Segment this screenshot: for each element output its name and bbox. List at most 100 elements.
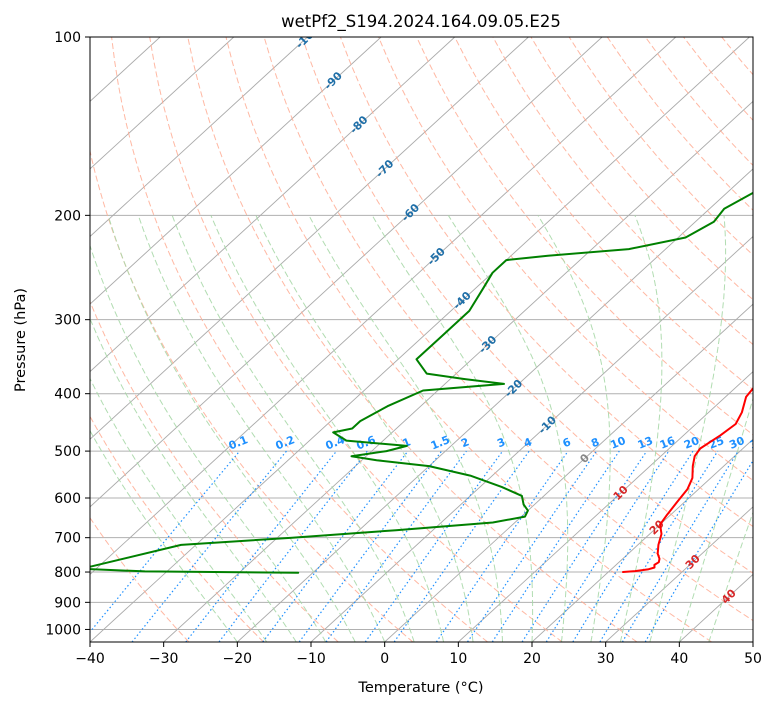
x-tick-label: −30 (149, 651, 179, 667)
moist-adiabat-line (210, 215, 445, 642)
moist-adiabat-line (171, 215, 415, 642)
x-tick-label: −20 (223, 651, 253, 667)
dry-adiabat-line (90, 300, 339, 642)
x-tick-label: −10 (296, 651, 326, 667)
y-tick-label: 800 (54, 565, 81, 581)
mixing-ratio-label: 2 (459, 435, 471, 450)
y-tick-label: 400 (54, 387, 81, 403)
mixing-ratio-label: 20 (682, 434, 701, 452)
temperature-profile-line (622, 386, 753, 573)
isotherm-line (605, 506, 753, 642)
background-lines (90, 37, 753, 642)
mixing-ratio-line (325, 450, 467, 642)
y-tick-label: 500 (54, 444, 81, 460)
moist-adiabat-line (308, 215, 503, 642)
dry-adiabat-line (90, 415, 264, 642)
isotherm-line (90, 37, 677, 576)
dry-adiabat-line (339, 37, 753, 528)
mixing-ratio-line (491, 450, 620, 642)
x-tick-label: 50 (744, 651, 762, 667)
mixing-ratio-line (599, 450, 719, 642)
mixing-ratio-labels: 0.10.20.40.611.52346810131620253036 (227, 433, 767, 452)
x-tick-label: 10 (449, 651, 467, 667)
mixing-ratio-label: 36 (748, 434, 767, 452)
x-tick-label: 20 (523, 651, 541, 667)
isotherm-line (90, 37, 750, 642)
mixing-ratio-label: 16 (658, 434, 677, 452)
mixing-ratio-label: 3 (495, 435, 507, 450)
moist-adiabat-line (90, 429, 238, 642)
chart-title: wetPf2_S194.2024.164.09.05.E25 (281, 12, 561, 32)
isotherm-line (310, 235, 753, 642)
y-tick-label: 700 (54, 531, 81, 547)
x-tick-label: −40 (75, 651, 105, 667)
y-tick-label: 1000 (45, 622, 81, 638)
mixing-ratio-line (393, 450, 530, 642)
x-axis-label: Temperature (°C) (357, 680, 483, 696)
y-axis: 1000 900 800 700 600 500 400 300 200 100 (45, 30, 90, 638)
mixing-ratio-line (521, 450, 648, 642)
dry-adiabat-line (149, 37, 563, 642)
dry-adiabat-line (492, 37, 753, 346)
isotherm-line (237, 168, 753, 642)
isotherm-line (458, 371, 753, 642)
mixing-ratio-label: 8 (589, 435, 601, 450)
isotherm-line (384, 303, 753, 642)
dry-adiabat-line (225, 37, 712, 642)
moist-adiabat-line (90, 377, 268, 642)
mixing-ratio-label: 1 (401, 435, 413, 450)
dry-adiabat-line (90, 516, 190, 642)
moist-adiabat-line (90, 317, 297, 642)
y-axis-label: Pressure (hPa) (13, 288, 29, 392)
moist-adiabat-line (255, 215, 474, 642)
dry-adiabat-line (301, 37, 753, 574)
isotherm-line (163, 100, 753, 642)
dry-adiabat-line (263, 37, 753, 622)
isotherm-line (90, 37, 235, 170)
isotherm-line (90, 37, 382, 305)
y-tick-label: 300 (54, 313, 81, 329)
isotherm-line (90, 37, 603, 508)
moist-adiabat-line (90, 244, 327, 642)
moist-adiabat-line (619, 215, 663, 642)
mixing-ratio-label: 30 (727, 434, 746, 452)
isotherm-line (90, 37, 456, 373)
x-axis: −40 −30 −20 −10 0 10 20 30 40 50 (75, 642, 762, 667)
plot-area: -100-90-80-70-60-50-40-30-20-10010203040… (90, 37, 767, 642)
dry-adiabat-line (111, 37, 488, 642)
mixing-ratio-line (435, 450, 569, 642)
mixing-ratio-line (545, 450, 670, 642)
y-tick-label: 900 (54, 595, 81, 611)
plot-frame (89, 36, 754, 643)
moist-adiabat-line (537, 215, 611, 642)
mixing-ratio-line (131, 450, 287, 642)
moist-adiabat-line (107, 215, 356, 642)
mixing-ratio-line (90, 450, 241, 633)
dewpoint-profile-line (90, 191, 753, 574)
y-tick-label: 100 (54, 30, 81, 46)
mixing-ratio-line (262, 450, 409, 642)
moist-adiabat-line (708, 511, 753, 642)
mixing-ratio-line (621, 450, 739, 642)
mixing-ratio-label: 10 (608, 434, 627, 452)
y-tick-label: 600 (54, 491, 81, 507)
x-tick-label: 0 (380, 651, 389, 667)
moist-adiabat-line (678, 396, 753, 642)
dry-adiabat-line (454, 37, 753, 391)
x-tick-label: 40 (670, 651, 688, 667)
mixing-ratio-line (364, 450, 504, 642)
x-tick-label: 30 (597, 651, 615, 667)
isotherm-line (531, 438, 753, 642)
moist-adiabat-line (137, 215, 386, 642)
mixing-ratio-label: 25 (707, 434, 726, 452)
isotherm-line (90, 37, 529, 440)
moist-adiabat-line (371, 215, 534, 642)
dry-adiabat-line (187, 37, 638, 642)
moist-adiabat-line (649, 215, 727, 642)
dry-adiabat-line (416, 37, 753, 436)
mixing-ratio-line (466, 450, 598, 642)
moist-adiabat-line (447, 215, 569, 642)
mixing-ratio-line (298, 450, 443, 642)
